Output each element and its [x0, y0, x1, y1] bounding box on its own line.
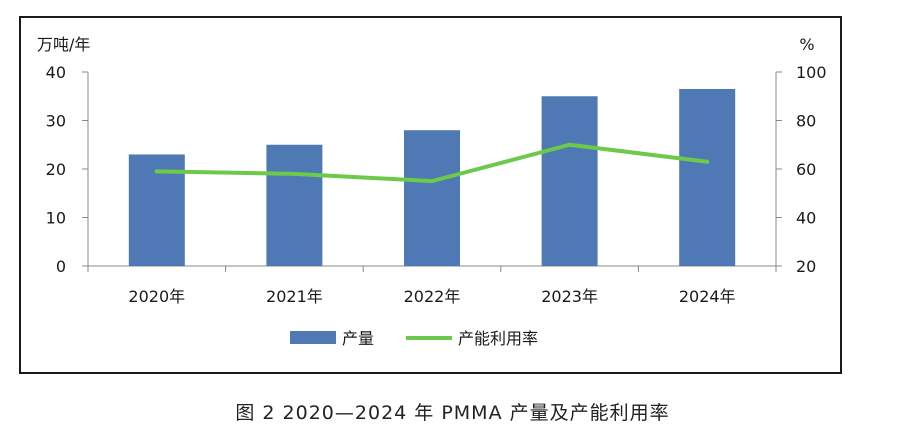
bar-2023年 [541, 96, 598, 266]
y-left-tick-label: 0 [56, 257, 66, 276]
line-point-2022年 [430, 179, 434, 184]
y-right-tick-label: 40 [796, 209, 816, 228]
bars [128, 88, 736, 266]
x-tick-label: 2021年 [266, 287, 323, 306]
axes: 0 10 20 30 40 20 40 60 80 100 万吨/年 % 2020年 2021年 2022年… [37, 35, 827, 306]
x-tick-label: 2023年 [541, 287, 598, 306]
y-right-tick-label: 100 [796, 63, 827, 82]
x-tick-label: 2020年 [128, 287, 185, 306]
x-tick-label: 2024年 [679, 287, 736, 306]
legend-bar-label: 产量 [342, 329, 374, 348]
legend: 产量 产能利用率 [290, 329, 538, 348]
line-point-2021年 [292, 171, 297, 176]
y-right-tick-label: 20 [796, 257, 816, 276]
legend-bar-swatch [290, 331, 336, 344]
y-right-axis-label: % [799, 35, 814, 54]
line-point-2023年 [567, 142, 572, 147]
line-series [154, 142, 710, 184]
bar-2021年 [266, 144, 323, 266]
line-point-2024年 [705, 159, 710, 164]
y-left-tick-label: 10 [46, 209, 66, 228]
y-left-tick-label: 20 [46, 160, 66, 179]
bar-2024年 [679, 88, 736, 266]
y-right-tick-label: 80 [796, 112, 816, 131]
figure-caption: 图 2 2020—2024 年 PMMA 产量及产能利用率 [235, 402, 670, 424]
x-tick-label: 2022年 [404, 287, 461, 306]
y-left-axis-label: 万吨/年 [37, 35, 90, 54]
line-point-2020年 [154, 169, 159, 174]
legend-line-label: 产能利用率 [458, 329, 538, 348]
bar-2022年 [404, 130, 460, 266]
pmma-chart: 0 10 20 30 40 20 40 60 80 100 万吨/年 % 2020年 2021年 2022年… [37, 35, 827, 348]
y-left-tick-label: 40 [46, 63, 66, 82]
y-right-tick-label: 60 [796, 160, 816, 179]
chart-frame: 0 10 20 30 40 20 40 60 80 100 万吨/年% 2020年 2021年 2022年… [19, 16, 842, 374]
y-left-tick-label: 30 [46, 112, 66, 131]
